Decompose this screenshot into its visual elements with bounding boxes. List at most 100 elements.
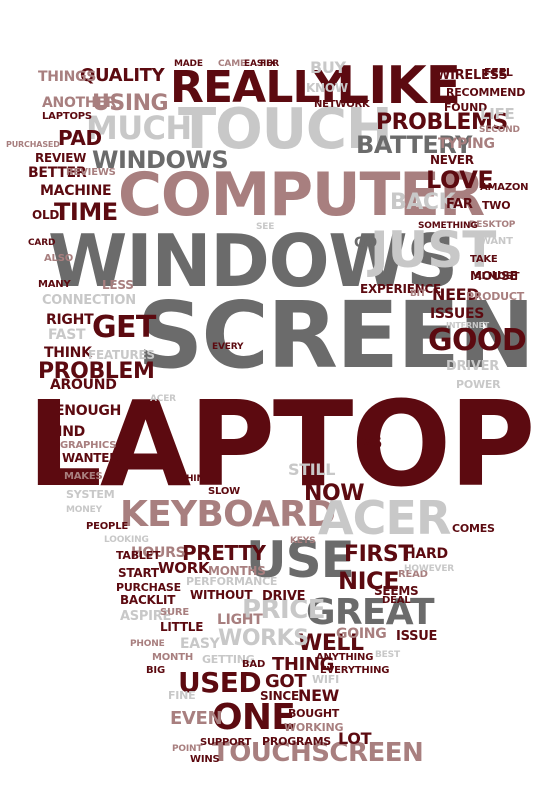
word-best: BEST bbox=[375, 650, 400, 660]
word-touch: TOUCH bbox=[178, 97, 393, 162]
word-well: WELL bbox=[298, 631, 364, 656]
word-product: PRODUCT bbox=[466, 290, 524, 303]
word-makes: MAKES bbox=[64, 471, 103, 482]
word-month: MONTH bbox=[152, 652, 194, 663]
word-never: NEVER bbox=[430, 153, 474, 167]
word-connection: CONNECTION bbox=[42, 293, 136, 308]
word-feel: FEEL bbox=[484, 66, 513, 79]
word-card: CARD bbox=[28, 238, 56, 248]
word-enough: ENOUGH bbox=[55, 403, 122, 419]
word-review: REVIEW bbox=[35, 151, 87, 165]
word-pad: PAD bbox=[58, 126, 102, 150]
word-life: LIFE bbox=[480, 105, 515, 123]
word-many: MANY bbox=[38, 279, 71, 290]
word-keyboard: KEYBOARD bbox=[120, 494, 336, 535]
word-second: SECOND bbox=[479, 125, 520, 135]
word-without: WITHOUT bbox=[190, 588, 253, 602]
word-made: MADE bbox=[174, 59, 203, 69]
word-price: PRICE bbox=[242, 595, 326, 625]
word-need: NEED bbox=[432, 285, 480, 304]
word-thin: THIN bbox=[180, 474, 204, 484]
word-nice: NICE bbox=[338, 567, 400, 595]
word-looking: LOOKING bbox=[104, 535, 149, 545]
word-people: PEOPLE bbox=[86, 521, 128, 532]
word-everything: EVERYTHING bbox=[320, 665, 390, 676]
word-acer: ACER bbox=[318, 491, 451, 545]
word-quality: QUALITY bbox=[80, 65, 165, 86]
word-purchased: PURCHASED bbox=[6, 140, 60, 149]
word-however: HOWEVER bbox=[404, 564, 455, 574]
word-issues: ISSUES bbox=[430, 306, 485, 322]
word-even: EVEN bbox=[170, 708, 223, 729]
word-back: BACK bbox=[390, 190, 456, 215]
word-go: GO bbox=[354, 235, 377, 251]
word-light: LIGHT bbox=[217, 612, 263, 628]
word-buy: BUY bbox=[310, 58, 346, 77]
word-hours: HOURS bbox=[131, 545, 186, 561]
word-know: KNOW bbox=[306, 81, 348, 95]
word-months: MONTHS bbox=[208, 564, 266, 578]
word-things: THINGS bbox=[38, 69, 97, 85]
word-works: WORKS bbox=[218, 626, 309, 651]
word-thing: THING bbox=[272, 654, 335, 675]
word-pretty: PRETTY bbox=[182, 541, 266, 565]
word-keys: KEYS bbox=[290, 536, 316, 546]
word-desktop: DESKTOP bbox=[469, 220, 516, 230]
word-battery: BATTERY bbox=[356, 131, 472, 159]
word-first: FIRST bbox=[344, 542, 413, 567]
word-much: MUCH bbox=[86, 109, 192, 147]
word-used: USED bbox=[178, 666, 262, 699]
word-think: THINK bbox=[44, 345, 92, 361]
word-hard: HARD bbox=[404, 546, 448, 562]
word-good: GOOD bbox=[428, 323, 527, 358]
word-network: NETWORK bbox=[314, 99, 370, 110]
word-experience: EXPERIENCE bbox=[360, 282, 441, 296]
word-lot: LOT bbox=[338, 729, 372, 748]
word-going: GOING bbox=[336, 626, 387, 642]
word-windows-2: WINDOWS bbox=[92, 146, 229, 174]
word-anything: ANYTHING bbox=[316, 652, 374, 663]
word-right: RIGHT bbox=[46, 312, 94, 328]
word-seems: SEEMS bbox=[374, 584, 419, 598]
word-issue: ISSUE bbox=[396, 629, 438, 644]
word-wanted: WANTED bbox=[62, 451, 119, 465]
word-working: WORKING bbox=[284, 721, 344, 734]
word-came: CAME bbox=[218, 59, 246, 69]
word-really: REALLY bbox=[170, 62, 345, 113]
word-v5: V5 bbox=[362, 436, 383, 452]
word-better: BETTER bbox=[28, 165, 87, 181]
word-read: READ bbox=[398, 569, 428, 580]
word-got: GOT bbox=[265, 671, 307, 692]
word-far: FAR bbox=[446, 197, 473, 212]
word-support: SUPPORT bbox=[200, 737, 252, 748]
word-aspire: ASPIRE bbox=[120, 609, 172, 624]
word-programs: PROGRAMS bbox=[262, 735, 332, 748]
word-time: TIME bbox=[54, 198, 118, 226]
word-two: TWO bbox=[482, 199, 511, 212]
word-find: FIND bbox=[48, 424, 85, 440]
word-still: STILL bbox=[288, 460, 336, 479]
word-wins: WINS bbox=[190, 754, 220, 765]
word-sure: SURE bbox=[160, 607, 190, 618]
word-get: GET bbox=[92, 310, 156, 345]
word-reviews: REVIEWS bbox=[66, 167, 116, 178]
word-bought: BOUGHT bbox=[288, 707, 340, 720]
word-wireless: WIRELESS bbox=[436, 68, 508, 83]
word-use: USE bbox=[246, 531, 355, 589]
word-new: NEW bbox=[298, 686, 340, 705]
word-power: POWER bbox=[456, 378, 501, 391]
word-found: FOUND bbox=[444, 101, 488, 114]
word-machine: MACHINE bbox=[40, 183, 112, 199]
word-start: START bbox=[118, 566, 159, 580]
word-fast: FAST bbox=[48, 327, 86, 343]
word-problem: PROBLEM bbox=[38, 359, 155, 384]
word-mouse: MOUSE bbox=[470, 269, 518, 283]
word-point: POINT bbox=[172, 744, 203, 754]
word-now: NOW bbox=[304, 481, 365, 506]
word-see: SEE bbox=[256, 222, 275, 232]
word-big: BIG bbox=[146, 665, 165, 676]
word-getting: GETTING bbox=[202, 653, 255, 666]
word-take: TAKE bbox=[470, 254, 498, 265]
word-money: MONEY bbox=[66, 505, 102, 515]
